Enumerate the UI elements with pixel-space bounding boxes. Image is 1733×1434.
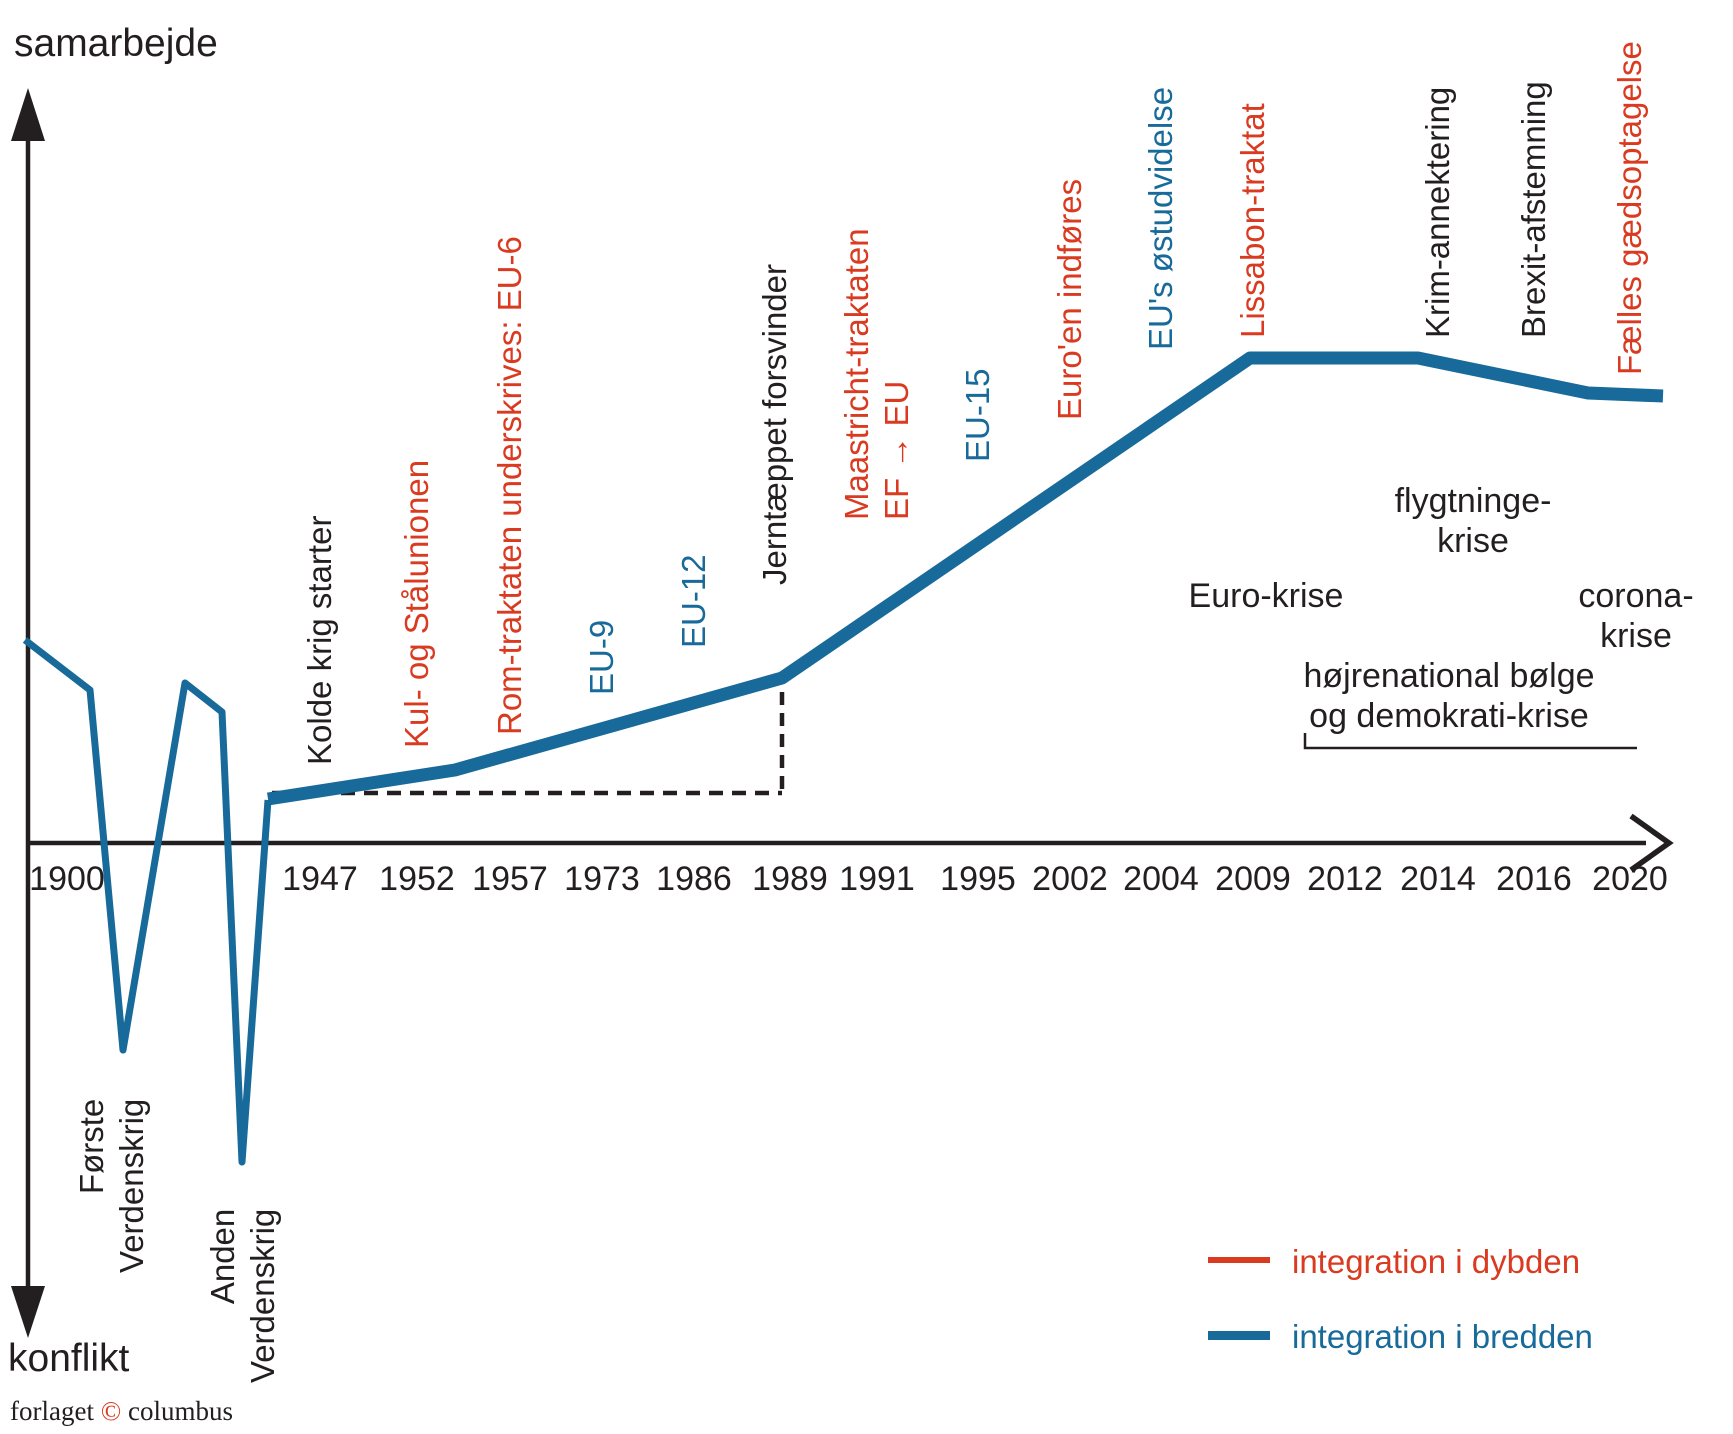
credit-post: columbus	[127, 1396, 233, 1426]
legend-swatch-2	[1208, 1331, 1270, 1340]
event-line: EU-15	[959, 368, 996, 462]
legend-label-2: integration i bredden	[1292, 1318, 1593, 1355]
event-line: Krim-annektering	[1419, 86, 1456, 338]
annotation-line: corona-	[1578, 577, 1694, 615]
event-label-1989: Jerntæppet forsvinder	[755, 264, 795, 585]
x-tick-2012: 2012	[1307, 860, 1383, 898]
event-line: Lissabon-traktat	[1234, 103, 1271, 338]
x-tick-1991: 1991	[839, 860, 915, 898]
event-label-2009: Lissabon-traktat	[1233, 103, 1273, 338]
x-tick-1952: 1952	[379, 860, 455, 898]
event-line: Brexit-afstemning	[1515, 81, 1552, 338]
event-label-1914-1918: Første Verdenskrig	[72, 1099, 152, 1273]
legend-label-1: integration i dybden	[1292, 1243, 1581, 1280]
credit-pre: forlaget	[10, 1396, 94, 1426]
event-line: Kolde krig starter	[301, 515, 338, 765]
x-tick-2014: 2014	[1400, 860, 1476, 898]
event-line: Verdenskrig	[244, 1208, 281, 1383]
event-line: EF → EU	[878, 380, 915, 520]
event-line: Kul- og Stålunionen	[398, 459, 435, 748]
x-tick-2004: 2004	[1123, 860, 1199, 898]
x-axis-arrow-right	[1629, 813, 1674, 873]
event-line: EU-9	[583, 619, 620, 695]
annotation-line: Euro-krise	[1188, 577, 1344, 615]
event-label-2014: Krim-annektering	[1418, 87, 1458, 338]
event-label-1991: Maastricht-traktaten EF → EU	[837, 228, 917, 520]
x-tick-1973: 1973	[564, 860, 640, 898]
x-tick-1995: 1995	[940, 860, 1016, 898]
y-axis-arrow-up	[11, 88, 45, 141]
event-label-2004: EU's østudvidelse	[1141, 87, 1181, 350]
x-tick-2020: 2020	[1592, 860, 1668, 898]
event-line: Fælles gædsoptagelse	[1611, 41, 1648, 375]
event-line: EU-12	[675, 554, 712, 648]
event-line: EU's østudvidelse	[1142, 86, 1179, 350]
event-line: Anden	[204, 1208, 241, 1305]
x-tick-1986: 1986	[656, 860, 732, 898]
publisher-credit: forlaget © columbus	[10, 1396, 233, 1427]
annotation-line: højrenational bølge	[1303, 657, 1595, 695]
x-tick-2002: 2002	[1032, 860, 1108, 898]
event-line: Verdenskrig	[113, 1098, 150, 1273]
annotation-line: krise	[1437, 522, 1509, 560]
event-label-2016: Brexit-afstemning	[1514, 81, 1554, 338]
event-label-2002: Euro'en indføres	[1050, 179, 1090, 420]
y-axis-bottom-label: konflikt	[8, 1337, 130, 1380]
x-tick-1947: 1947	[282, 860, 358, 898]
event-label-1995: EU-15	[958, 368, 998, 462]
event-line: Rom-traktaten underskrives: EU-6	[491, 236, 528, 735]
annotation-euro-krise: Euro-krise	[1076, 576, 1456, 616]
series-integration-i-bredden	[267, 351, 1664, 806]
event-label-2020: Fælles gædsoptagelse	[1610, 41, 1650, 375]
event-line: Første	[73, 1098, 110, 1195]
annotation-corona-krise: corona-krise	[1446, 576, 1733, 656]
x-tick-1957: 1957	[472, 860, 548, 898]
y-axis-arrow-down	[11, 1286, 45, 1338]
y-axis-top-label: samarbejde	[14, 22, 218, 65]
event-line: Euro'en indføres	[1051, 178, 1088, 420]
x-tick-1900: 1900	[29, 860, 105, 898]
event-label-1947: Kolde krig starter	[300, 516, 340, 765]
legend-swatch-1	[1208, 1257, 1270, 1263]
event-label-1986: EU-12	[674, 554, 714, 648]
annotation-line: flygtninge-	[1394, 482, 1552, 520]
annotation-bracket	[1303, 733, 1637, 750]
event-label-1957: Rom-traktaten underskrives: EU-6	[490, 236, 530, 735]
series-konflikt-samarbejde-kurve-før-1947	[22, 637, 272, 1166]
annotation-line: og demokrati-krise	[1309, 697, 1589, 735]
copyright-icon: ©	[100, 1396, 122, 1426]
event-label-1939-1945: Anden Verdenskrig	[203, 1209, 283, 1383]
annotation-hoejrenational-krise: højrenational bølge og demokrati-krise	[1259, 656, 1639, 736]
x-tick-2016: 2016	[1496, 860, 1572, 898]
x-tick-2009: 2009	[1215, 860, 1291, 898]
event-line: Maastricht-traktaten	[838, 228, 875, 520]
x-tick-1989: 1989	[752, 860, 828, 898]
annotation-flygtninge-krise: flygtninge-krise	[1283, 481, 1663, 561]
annotation-line: krise	[1600, 617, 1672, 655]
event-label-1952: Kul- og Stålunionen	[397, 460, 437, 748]
event-line: Jerntæppet forsvinder	[756, 264, 793, 585]
event-label-1973: EU-9	[582, 620, 622, 695]
